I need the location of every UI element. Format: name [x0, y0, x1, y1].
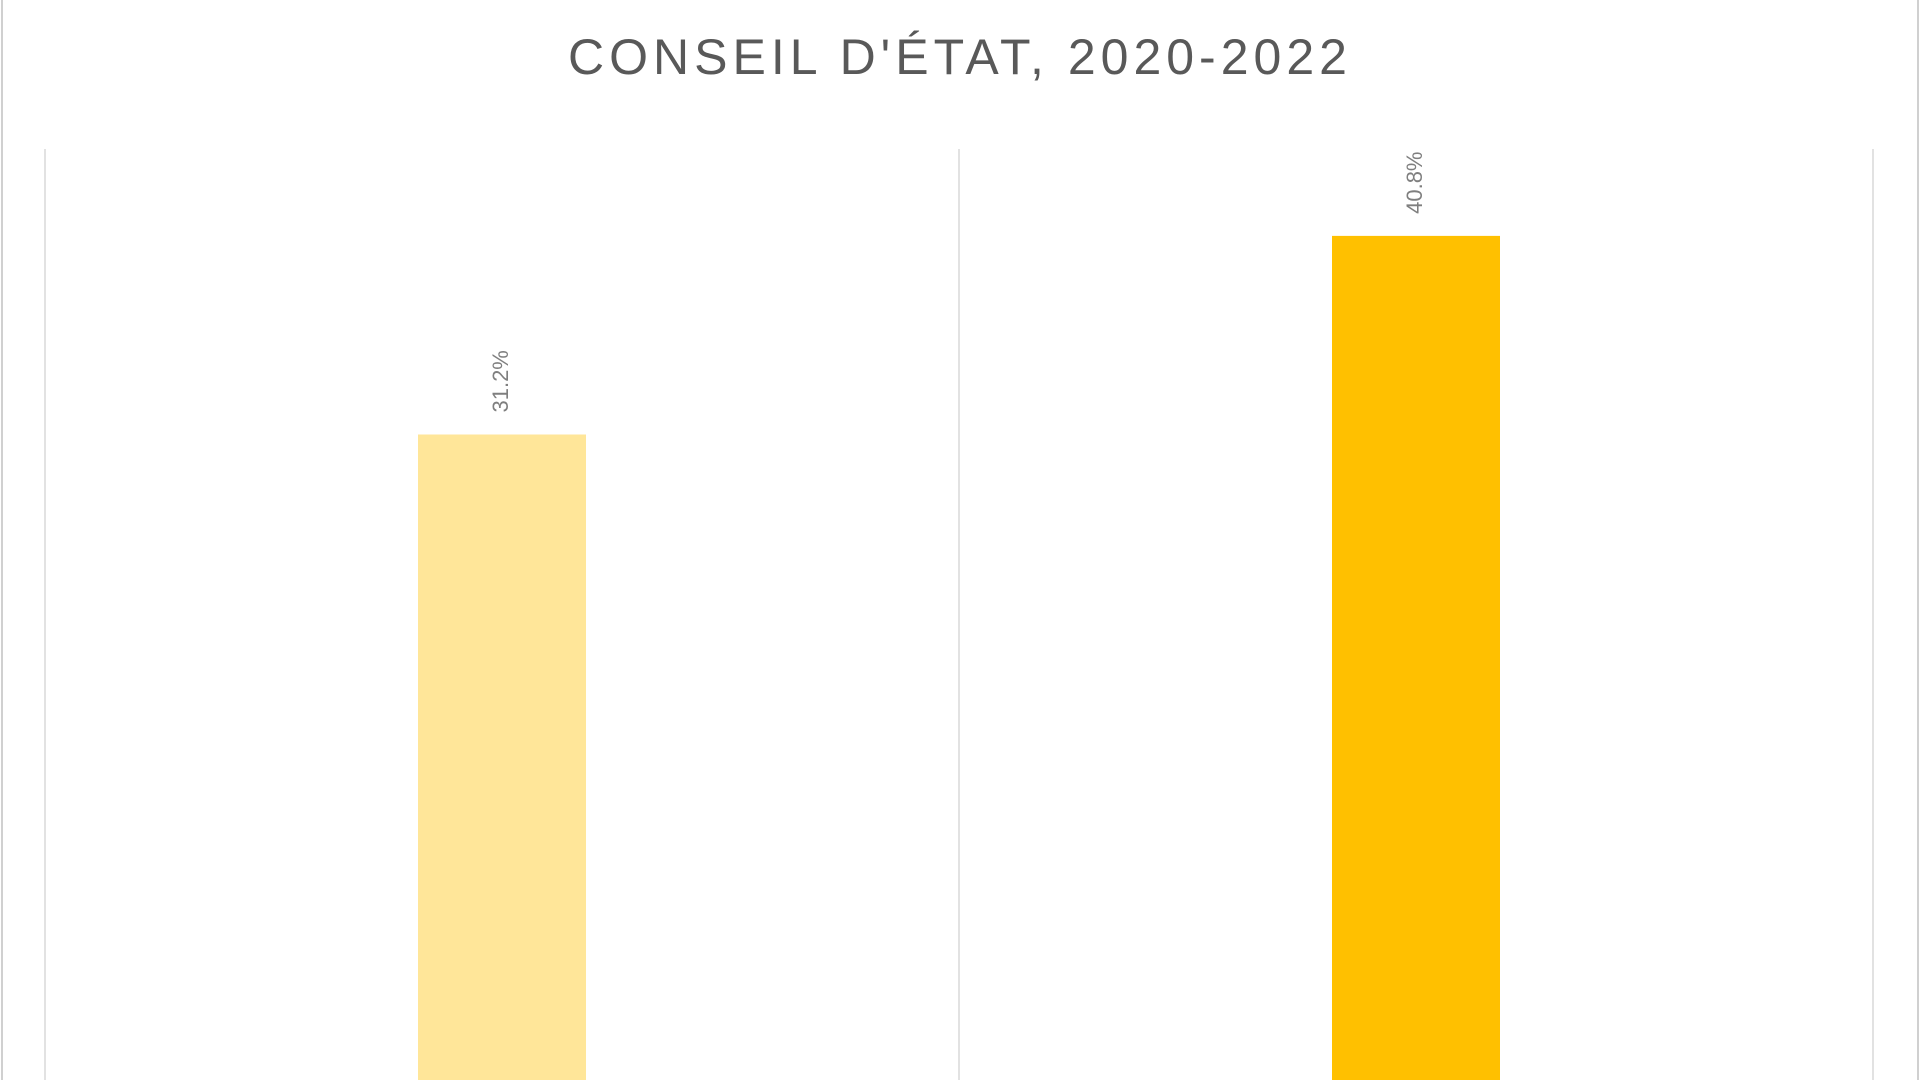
chart-title: CONSEIL D'ÉTAT, 2020-2022	[568, 29, 1352, 85]
value-label: 31.2%	[488, 350, 513, 412]
bar	[418, 434, 586, 1080]
value-label: 40.8%	[1402, 152, 1427, 214]
bar	[1332, 235, 1500, 1080]
